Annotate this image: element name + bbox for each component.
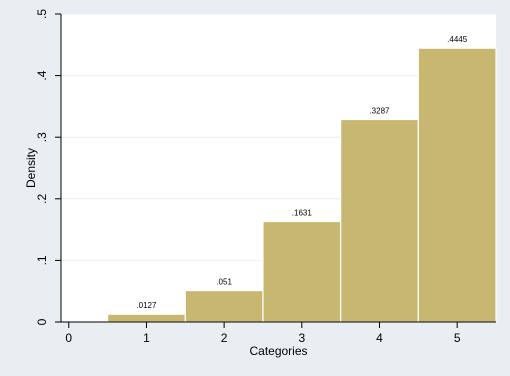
y-tick-label: .1 bbox=[35, 255, 49, 265]
y-tick-label: .3 bbox=[35, 132, 49, 142]
bar bbox=[184, 289, 264, 323]
y-tick-label: .5 bbox=[35, 9, 49, 19]
bars bbox=[107, 47, 497, 323]
x-tick-label: 3 bbox=[298, 331, 305, 345]
x-tick-label: 1 bbox=[143, 331, 150, 345]
y-tick-label: .2 bbox=[35, 193, 49, 203]
y-tick-label: 0 bbox=[35, 318, 49, 325]
x-tick-label: 2 bbox=[221, 331, 228, 345]
x-tick-label: 4 bbox=[376, 331, 383, 345]
bar bbox=[340, 118, 419, 323]
bar bbox=[262, 220, 342, 323]
x-tick-label: 0 bbox=[65, 331, 72, 345]
axes: 0 1 2 3 4 5 0 .1 .2 .3 .4 .5 bbox=[35, 9, 496, 345]
y-tick-label: .4 bbox=[35, 70, 49, 80]
y-axis-title: Density bbox=[24, 148, 38, 188]
bar-value-label: .1631 bbox=[292, 209, 313, 218]
data-labels: .0127 .051 .1631 .3287 .4445 bbox=[136, 35, 467, 310]
x-tick-label: 5 bbox=[454, 331, 461, 345]
x-axis-ticks: 0 1 2 3 4 5 bbox=[65, 322, 461, 345]
bar bbox=[107, 313, 186, 323]
bar bbox=[417, 47, 497, 323]
bar-value-label: .051 bbox=[216, 278, 232, 287]
bar-value-label: .4445 bbox=[447, 35, 468, 44]
x-axis-title: Categories bbox=[249, 344, 307, 358]
y-axis-ticks: 0 .1 .2 .3 .4 .5 bbox=[35, 9, 61, 325]
bar-value-label: .0127 bbox=[136, 301, 157, 310]
bar-value-label: .3287 bbox=[369, 107, 390, 116]
